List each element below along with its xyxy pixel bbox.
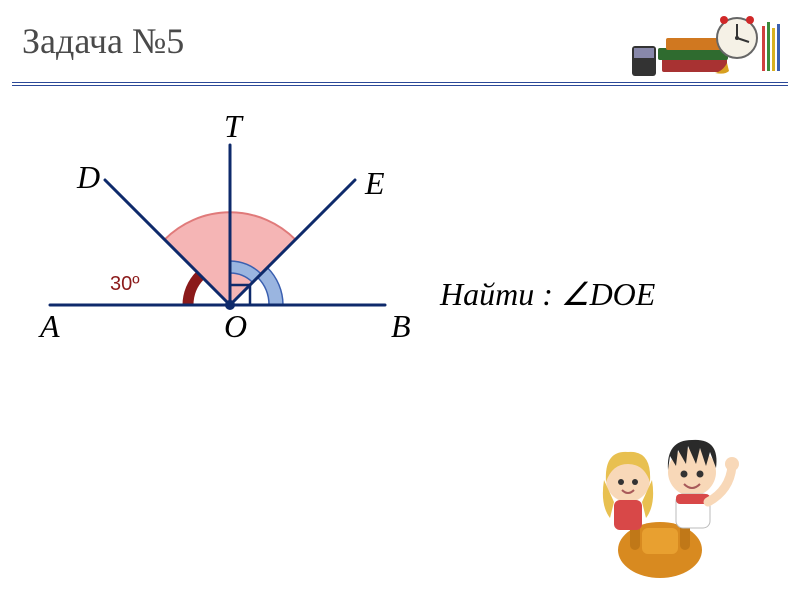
label-b: B — [391, 308, 411, 344]
label-d: D — [76, 159, 100, 195]
page-title: Задача №5 — [22, 20, 184, 62]
find-text: Найти : ∠DOE — [440, 275, 655, 313]
kids-illustration-icon — [570, 410, 750, 580]
geometry-diagram: 30º A B O T D E — [30, 110, 430, 370]
label-e: E — [364, 165, 385, 201]
label-a: A — [38, 308, 60, 344]
header-rule — [12, 82, 788, 86]
label-o: O — [224, 308, 247, 344]
decor-school-icon — [622, 8, 782, 83]
label-t: T — [224, 110, 244, 144]
angle-30-label: 30º — [110, 273, 140, 295]
